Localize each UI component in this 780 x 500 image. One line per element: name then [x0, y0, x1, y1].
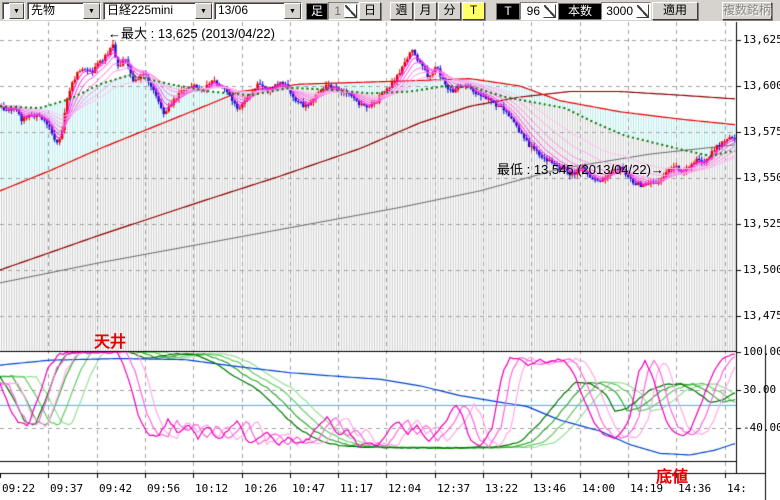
market-combo-value: 先物: [31, 3, 56, 17]
chart-area: ←最大 : 13,625 (2013/04/22) 最低 : 13,545 (2…: [0, 21, 780, 500]
chevron-down-icon[interactable]: ▼: [284, 3, 301, 19]
contract-month-value: 13/06: [218, 3, 249, 17]
time-axis-label: 10:12: [195, 482, 229, 495]
time-axis-label: 14:: [727, 482, 747, 495]
tick-count-value: 96: [526, 4, 540, 18]
time-axis-label: 09:37: [50, 482, 84, 495]
chart-canvas[interactable]: [0, 21, 780, 500]
chevron-down-icon[interactable]: ▼: [83, 3, 100, 19]
time-axis-label: 10:47: [292, 482, 326, 495]
tick-button[interactable]: T: [462, 2, 485, 20]
time-axis-label: 14:00: [582, 482, 616, 495]
multi-symbol-button[interactable]: 複数銘柄: [722, 2, 772, 20]
spinner-icon[interactable]: [636, 4, 649, 18]
market-combo[interactable]: 先物 ▼: [27, 2, 101, 20]
price-axis-label: 13,525: [743, 217, 780, 230]
bar-count-label: 本数: [558, 3, 602, 20]
price-axis-label: 13,550: [743, 171, 780, 184]
month-button[interactable]: 月: [414, 2, 437, 20]
day-button[interactable]: 日: [359, 2, 381, 20]
osc-axis-label: 100.00: [743, 345, 780, 358]
chevron-down-icon[interactable]: ▼: [195, 3, 212, 19]
time-axis-label: 13:22: [485, 482, 519, 495]
interval-value: 1: [334, 4, 341, 18]
osc-axis-label: -40.00: [743, 421, 780, 434]
spinner-icon[interactable]: [543, 4, 556, 18]
bottom-label: 底値: [656, 469, 689, 486]
price-axis-label: 13,475: [743, 309, 780, 322]
bar-type-label: 足: [306, 3, 328, 20]
contract-month-combo[interactable]: 13/06 ▼: [214, 2, 302, 20]
toolbar: ▼ 先物 ▼ 日経225mini ▼ 13/06 ▼ 足 1 日 週 月 分 T…: [0, 0, 780, 22]
price-axis-label: 13,625: [743, 33, 780, 46]
time-axis-label: 12:04: [388, 482, 422, 495]
ceiling-label: 天井: [94, 334, 127, 351]
time-axis-label: 12:37: [437, 482, 471, 495]
bar-count-value: 3000: [606, 4, 633, 18]
left-dropdown[interactable]: ▼: [2, 2, 25, 20]
symbol-combo-value: 日経225mini: [107, 3, 174, 17]
max-annotation: ←最大 : 13,625 (2013/04/22): [108, 26, 275, 41]
spinner-icon[interactable]: [344, 4, 357, 18]
time-axis-label: 13:46: [533, 482, 567, 495]
interval-spinner[interactable]: 1: [328, 2, 359, 20]
osc-axis-label: 30.00: [743, 383, 777, 396]
tick-count-spinner[interactable]: 96: [520, 2, 558, 20]
minute-button[interactable]: 分: [438, 2, 461, 20]
time-axis-label: 14:36: [678, 482, 712, 495]
time-axis-label: 11:17: [340, 482, 374, 495]
price-axis-label: 13,575: [743, 125, 780, 138]
tick-size-label: T: [496, 3, 520, 20]
symbol-combo[interactable]: 日経225mini ▼: [103, 2, 213, 20]
time-axis-label: 14:19: [630, 482, 664, 495]
chevron-down-icon[interactable]: ▼: [9, 3, 24, 19]
price-axis-label: 13,500: [743, 263, 780, 276]
time-axis-label: 09:42: [99, 482, 133, 495]
min-annotation: 最低 : 13,545 (2013/04/22)→: [497, 162, 664, 177]
time-axis-label: 09:22: [2, 482, 36, 495]
week-button[interactable]: 週: [390, 2, 413, 20]
time-axis-label: 10:26: [244, 482, 278, 495]
price-axis-label: 13,600: [743, 79, 780, 92]
bar-count-spinner[interactable]: 3000: [601, 2, 651, 20]
apply-button[interactable]: 適用: [652, 2, 698, 20]
time-axis-label: 09:56: [147, 482, 181, 495]
